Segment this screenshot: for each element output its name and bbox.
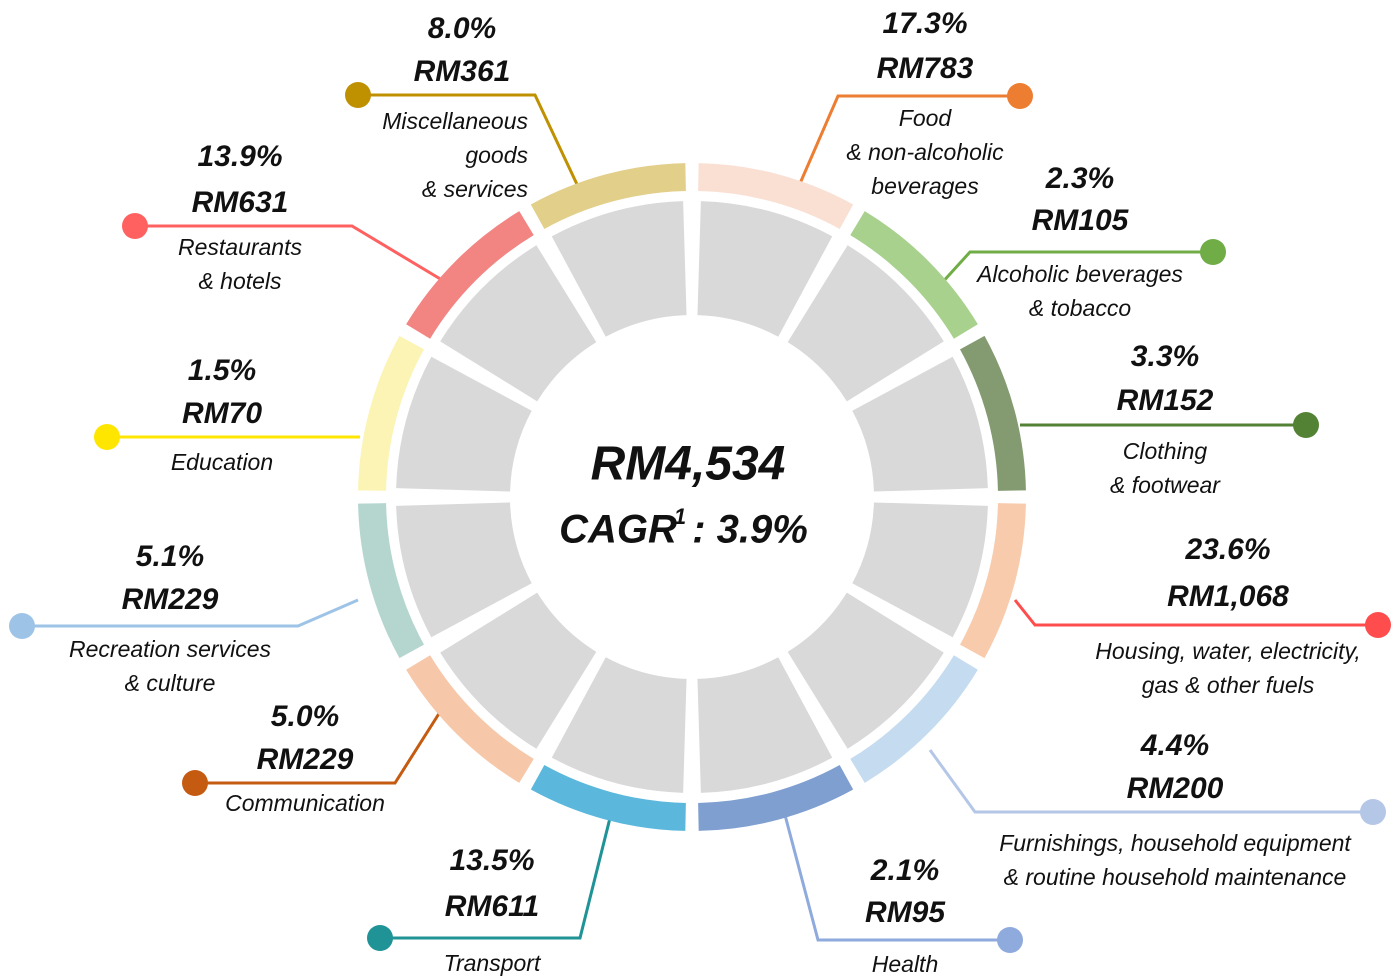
amount: RM229 [257, 743, 354, 776]
cagr-label: CAGR [559, 508, 677, 552]
cagr-value: : 3.9% [692, 508, 808, 552]
cagr-note: 1 [674, 504, 686, 529]
amount: RM200 [1127, 772, 1224, 805]
category-label: Restaurants [178, 234, 303, 260]
amount: RM1,068 [1167, 580, 1289, 613]
percent: 8.0% [428, 12, 496, 45]
category-label: & culture [125, 670, 216, 696]
category-label: Food [899, 105, 953, 131]
category-label: & routine household maintenance [1004, 864, 1347, 890]
amount: RM152 [1117, 384, 1214, 417]
amount: RM105 [1032, 204, 1130, 237]
amount: RM70 [182, 397, 262, 430]
percent: 5.1% [136, 540, 204, 573]
category-label: & tobacco [1029, 295, 1131, 321]
category-label: Education [171, 449, 273, 475]
percent: 23.6% [1184, 533, 1270, 566]
category-label: Furnishings, household equipment [999, 830, 1352, 856]
category-label: Health [872, 951, 938, 977]
percent: 1.5% [188, 354, 256, 387]
percent: 2.3% [1045, 162, 1114, 195]
category-label: & non-alcoholic [846, 139, 1004, 165]
percent: 13.9% [197, 140, 282, 173]
category-label: & footwear [1110, 472, 1221, 498]
amount: RM229 [122, 583, 219, 616]
total: RM4,534 [591, 438, 786, 491]
percent: 13.5% [449, 844, 534, 877]
category-label: Communication [225, 790, 385, 816]
category-label: gas & other fuels [1142, 672, 1315, 698]
category-label: & hotels [198, 268, 282, 294]
category-label: Transport [444, 950, 542, 976]
amount: RM631 [192, 186, 289, 219]
category-label: Housing, water, electricity, [1095, 638, 1360, 664]
infographic: & services goods Miscellaneous RM361 8.0% & h… [0, 0, 1400, 979]
category-label: goods [465, 142, 528, 168]
category-label: beverages [871, 173, 979, 199]
amount: RM95 [865, 896, 946, 929]
percent: 3.3% [1131, 340, 1199, 373]
amount: RM361 [414, 55, 511, 88]
percent: 17.3% [882, 7, 967, 40]
category-label: & services [422, 176, 529, 202]
amount: RM611 [445, 890, 539, 923]
percent: 5.0% [271, 700, 339, 733]
category-label: Recreation services [69, 636, 271, 662]
category-label: Miscellaneous [382, 108, 528, 134]
category-label: Alcoholic beverages [975, 261, 1183, 287]
amount: RM783 [877, 52, 974, 85]
percent: 4.4% [1140, 729, 1209, 762]
percent: 2.1% [870, 854, 939, 887]
category-label: Clothing [1123, 438, 1208, 464]
